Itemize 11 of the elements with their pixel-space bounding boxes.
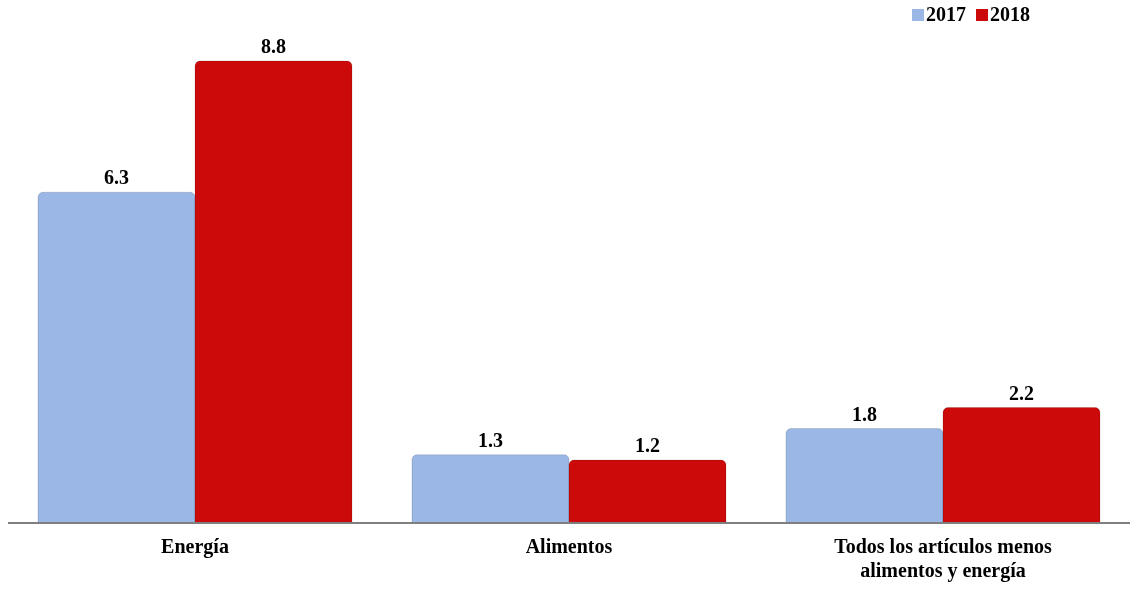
- data-label: 2.2: [1009, 381, 1034, 404]
- data-label: 6.3: [104, 166, 129, 189]
- data-label: 1.2: [635, 434, 660, 456]
- x-tick-label: Alimentos: [525, 535, 613, 557]
- x-tick-label: Energía: [161, 535, 229, 558]
- data-label: 1.3: [478, 428, 503, 451]
- data-label: 8.8: [261, 35, 286, 57]
- x-tick-label: Todos los artículos menos alimentos y energía: [834, 535, 1053, 582]
- data-label: 1.8: [852, 402, 877, 425]
- legend-label: 2018: [989, 3, 1030, 26]
- legend-label: 2017: [925, 3, 966, 26]
